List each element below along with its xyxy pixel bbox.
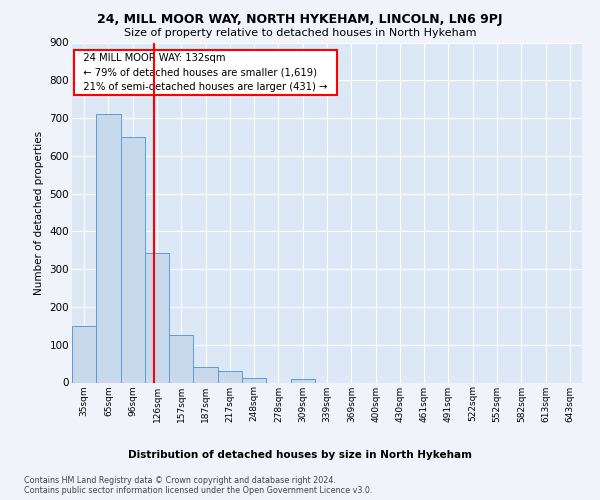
Bar [145, 252, 169, 382]
Bar [121, 136, 145, 382]
Bar [290, 380, 315, 382]
Text: Contains public sector information licensed under the Open Government Licence v3: Contains public sector information licen… [24, 486, 373, 495]
Text: Contains HM Land Registry data © Crown copyright and database right 2024.: Contains HM Land Registry data © Crown c… [24, 476, 336, 485]
Bar [96, 114, 121, 382]
Text: Size of property relative to detached houses in North Hykeham: Size of property relative to detached ho… [124, 28, 476, 38]
Bar [169, 334, 193, 382]
Text: 24, MILL MOOR WAY, NORTH HYKEHAM, LINCOLN, LN6 9PJ: 24, MILL MOOR WAY, NORTH HYKEHAM, LINCOL… [97, 12, 503, 26]
Text: Distribution of detached houses by size in North Hykeham: Distribution of detached houses by size … [128, 450, 472, 460]
Bar [242, 378, 266, 382]
Bar [72, 326, 96, 382]
Y-axis label: Number of detached properties: Number of detached properties [34, 130, 44, 294]
Bar [218, 371, 242, 382]
Text: 24 MILL MOOR WAY: 132sqm  
  ← 79% of detached houses are smaller (1,619)  
  21: 24 MILL MOOR WAY: 132sqm ← 79% of detach… [77, 52, 334, 92]
Bar [193, 368, 218, 382]
